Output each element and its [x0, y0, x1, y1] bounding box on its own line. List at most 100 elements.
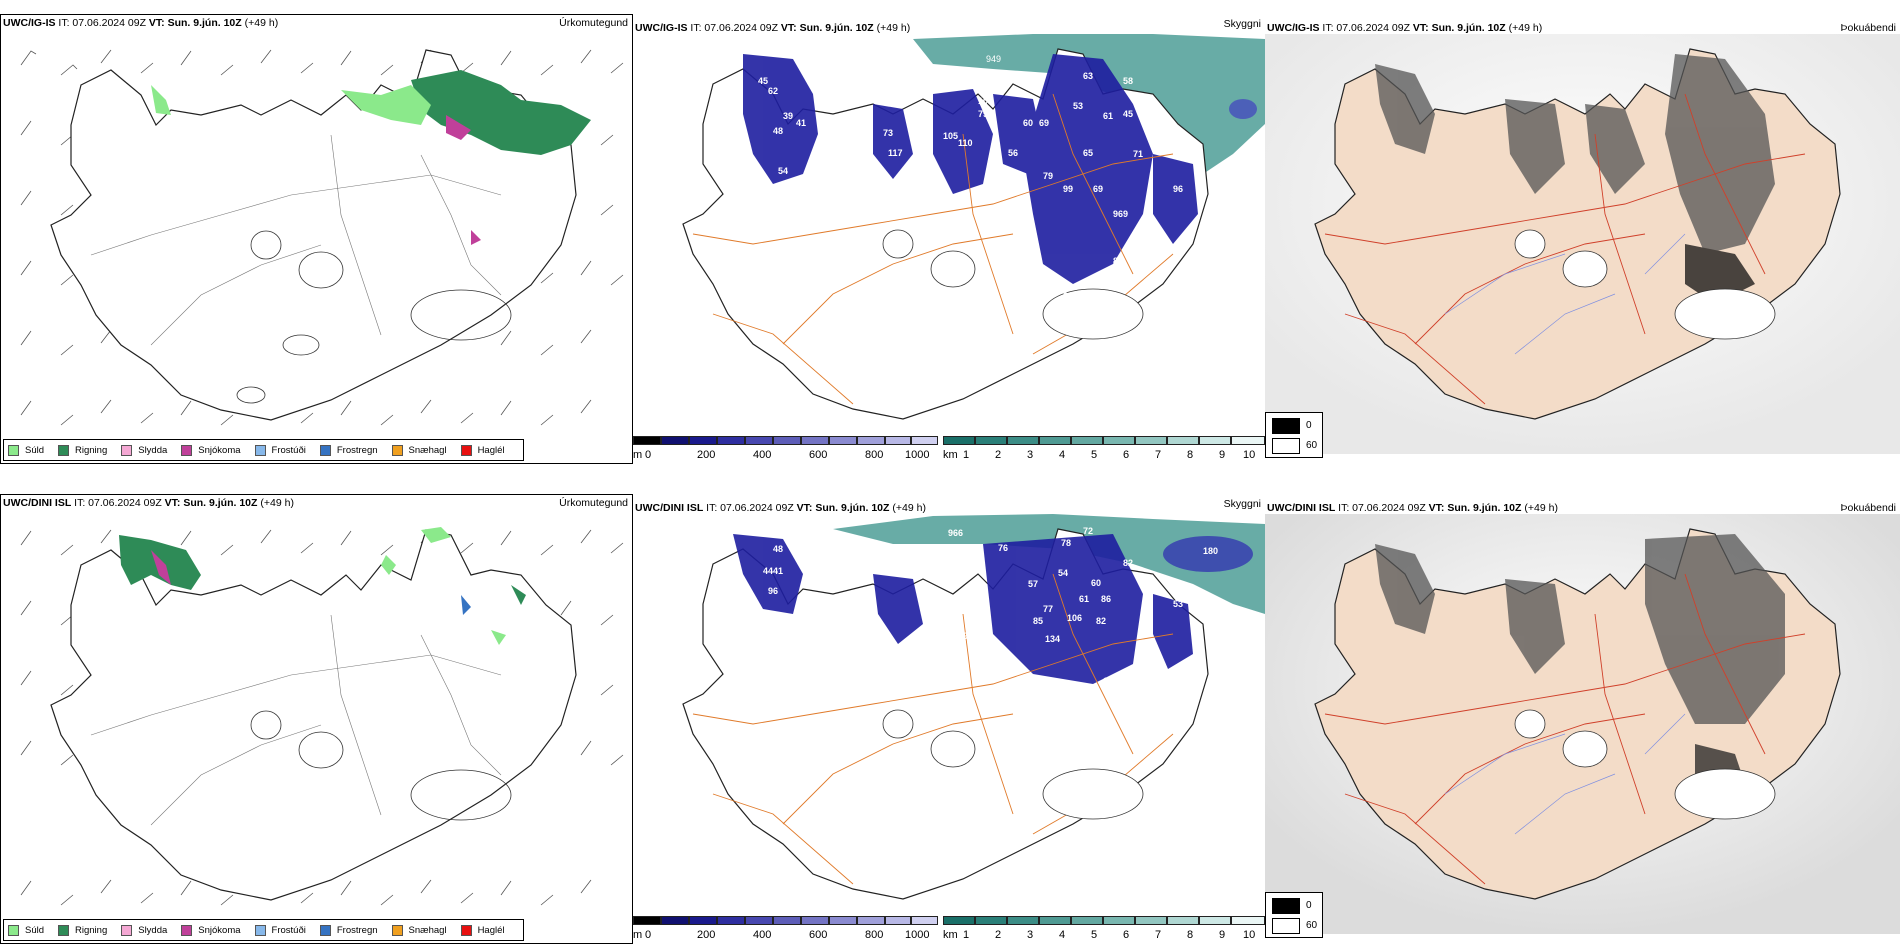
- glaciers: [250, 710, 512, 821]
- svg-text:39: 39: [1048, 701, 1058, 711]
- glaciers: [236, 230, 512, 404]
- svg-text:105: 105: [943, 131, 958, 141]
- precip-rain: [151, 70, 591, 245]
- init-time: IT: 07.06.2024 09Z: [706, 502, 794, 514]
- svg-text:54: 54: [1058, 568, 1068, 578]
- legend-item: Snæhagl: [391, 924, 447, 936]
- legend-swatch: [460, 924, 472, 936]
- cbar-tick: 600: [809, 449, 828, 461]
- cbar-tick: 0: [645, 449, 652, 461]
- svg-text:969: 969: [1113, 209, 1128, 219]
- cbar-segment: [1231, 436, 1265, 445]
- valid-time-label: VT:: [796, 502, 813, 514]
- iceland-outline: [50, 529, 577, 901]
- fog-key-label: 60: [1306, 440, 1318, 451]
- cbar-segment: [1007, 916, 1039, 925]
- legend-swatch: [391, 444, 403, 456]
- valid-time-label: VT:: [164, 497, 181, 509]
- rivers: [1444, 713, 1686, 835]
- svg-text:60: 60: [1023, 118, 1033, 128]
- cbar-tick: 6: [1123, 449, 1130, 461]
- legend-swatch: [58, 444, 70, 456]
- init-time: IT: 07.06.2024 09Z: [1338, 502, 1426, 514]
- svg-text:180: 180: [1203, 546, 1218, 556]
- svg-text:45: 45: [758, 76, 768, 86]
- cbar-unit: km: [943, 929, 958, 941]
- valid-time: Sun. 9.jún. 10Z: [815, 502, 890, 514]
- visibility-panel-bottom: 966 180 72 78 76 48 4441 57 54 60 82 61 …: [633, 494, 1265, 944]
- svg-text:69: 69: [1093, 184, 1103, 194]
- valid-time-label: VT:: [780, 22, 797, 34]
- cbar-segment: [1103, 436, 1135, 445]
- cbar-segment: [1135, 916, 1167, 925]
- svg-text:106: 106: [1067, 613, 1082, 623]
- svg-text:76: 76: [998, 543, 1008, 553]
- cbar-segment: [1199, 916, 1231, 925]
- legend-swatch: [121, 444, 133, 456]
- svg-text:82: 82: [1123, 558, 1133, 568]
- svg-text:54: 54: [778, 166, 788, 176]
- panel-title: Skyggni: [1223, 498, 1261, 510]
- svg-text:48: 48: [773, 544, 783, 554]
- panel-title: Skyggni: [1223, 18, 1261, 30]
- fog-index-key-top: 0 60: [1265, 412, 1323, 458]
- valid-time: Sun. 9.jún. 10Z: [1447, 502, 1522, 514]
- cbar-tick: 200: [697, 929, 716, 941]
- svg-text:82: 82: [1096, 616, 1106, 626]
- svg-text:53: 53: [1073, 101, 1083, 111]
- cbar-tick: 5: [1091, 449, 1098, 461]
- cbar-tick: 3: [1027, 449, 1034, 461]
- lead-time: (+49 h): [244, 17, 279, 29]
- legend-item: Slydda: [121, 444, 167, 456]
- cbar-unit: km: [943, 449, 958, 461]
- svg-text:57: 57: [1028, 579, 1038, 589]
- cbar-unit: m: [633, 449, 643, 461]
- svg-text:69: 69: [1039, 118, 1049, 128]
- visibility-colorbar-bottom: km 1 2 3 4 5 6 7 8 9 10: [943, 916, 1265, 942]
- cbar-tick: 600: [809, 929, 828, 941]
- roads: [1324, 93, 1806, 405]
- svg-text:61: 61: [1079, 594, 1089, 604]
- svg-text:133: 133: [1103, 676, 1118, 686]
- svg-text:966: 966: [948, 528, 963, 538]
- cbar-segment: [717, 436, 745, 445]
- legend-item: Snæhagl: [391, 444, 447, 456]
- cbar-segment: [745, 916, 773, 925]
- fog-map-bottom: [1265, 514, 1900, 934]
- svg-text:201: 201: [1063, 291, 1078, 301]
- cbar-segment: [829, 916, 857, 925]
- legend-swatch: [319, 924, 331, 936]
- low-cloud-areas: [743, 54, 1198, 284]
- cbar-segment: [943, 916, 975, 925]
- svg-text:68: 68: [1141, 96, 1151, 106]
- fog-key-label: 60: [1306, 920, 1318, 931]
- legend-item: Snjókoma: [181, 444, 241, 456]
- cbar-segment: [717, 916, 745, 925]
- legend-swatch: [254, 444, 266, 456]
- legend-swatch: [460, 444, 472, 456]
- svg-text:86: 86: [1113, 256, 1123, 266]
- cbar-segment: [1007, 436, 1039, 445]
- svg-text:4441: 4441: [763, 566, 783, 576]
- model-name: UWC/DINI ISL: [635, 502, 704, 514]
- cbar-segment: [689, 436, 717, 445]
- svg-text:134: 134: [1045, 634, 1060, 644]
- fog-key-swatch-dark: [1272, 898, 1300, 914]
- legend-item: Haglél: [460, 444, 505, 456]
- low-cloud-areas: [733, 534, 1193, 684]
- legend-swatch: [181, 444, 193, 456]
- visibility-map-top: 63 58 45 62 48 39 41 53 61 45 68 101 79 …: [682, 34, 1265, 420]
- fog-key-swatch-light: [1272, 918, 1300, 934]
- legend-swatch: [121, 924, 133, 936]
- fog-index-panel-top: UWC/IG-IS IT: 07.06.2024 09Z VT: Sun. 9.…: [1265, 14, 1900, 464]
- sea-fog: [833, 514, 1265, 614]
- precip-panel-bottom: UWC/DINI ISL IT: 07.06.2024 09Z VT: Sun.…: [0, 494, 633, 944]
- legend-item: Frostúði: [254, 924, 306, 936]
- cbar-tick: 1000: [905, 449, 930, 461]
- legend-item: Rigning: [58, 444, 107, 456]
- valid-time: Sun. 9.jún. 10Z: [167, 17, 242, 29]
- fog-key-label: 0: [1306, 900, 1312, 911]
- cbar-segment: [1167, 916, 1199, 925]
- legend-item: Slydda: [121, 924, 167, 936]
- svg-text:54: 54: [1173, 586, 1183, 596]
